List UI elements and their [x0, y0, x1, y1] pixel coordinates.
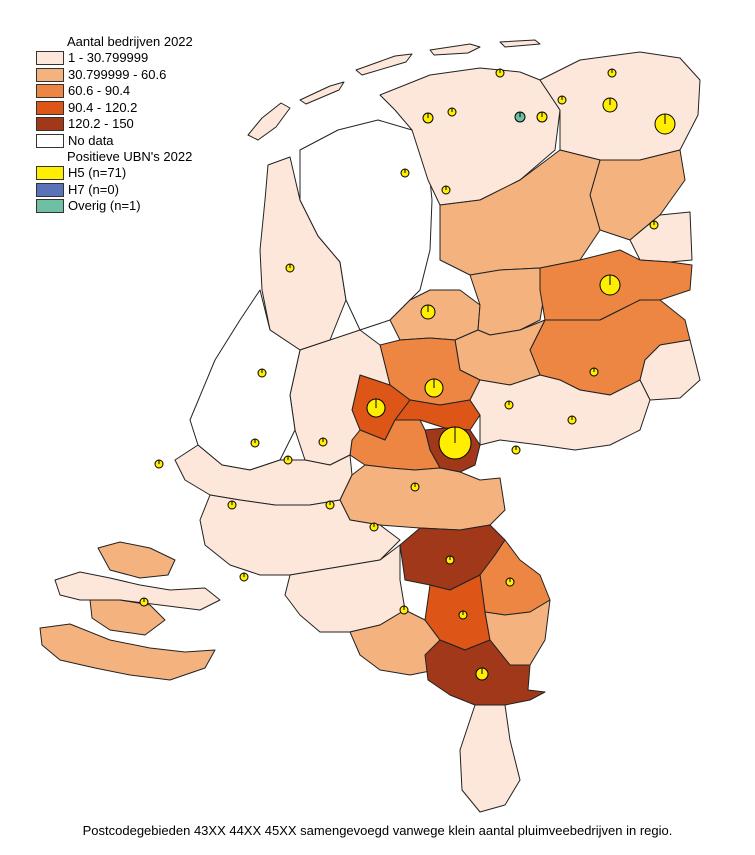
island-texel: [247, 102, 291, 141]
legend-item-h5: H5 (n=71): [36, 165, 193, 182]
legend-label: 30.799999 - 60.6: [68, 66, 167, 82]
legend-label: 120.2 - 150: [68, 116, 134, 132]
legend-item-class-2: 30.799999 - 60.6: [36, 67, 193, 84]
island-ameland: [429, 43, 481, 56]
region-zeeland-walcheren: [89, 599, 166, 636]
region-twente-east: [639, 339, 701, 401]
legend-item-no-data: No data: [36, 133, 193, 150]
region-groningen: [539, 51, 701, 161]
legend-label: H7 (n=0): [68, 181, 119, 197]
legend-item-overig: Overig (n=1): [36, 198, 193, 215]
legend-swatch: [36, 51, 64, 66]
legend-title-positive: Positieve UBN's 2022: [67, 149, 193, 164]
legend-label: 60.6 - 90.4: [68, 83, 131, 99]
region-achterhoek: [469, 374, 651, 451]
island-vlieland: [299, 81, 345, 105]
region-zeeland-middle: [54, 571, 221, 611]
region-river-area: [339, 464, 506, 531]
map-legend: Aantal bedrijven 2022 1 - 30.799999 30.7…: [36, 34, 193, 215]
island-terschelling: [355, 53, 413, 76]
legend-item-class-3: 60.6 - 90.4: [36, 83, 193, 100]
region-utrecht: [289, 329, 391, 466]
legend-item-class-4: 90.4 - 120.2: [36, 100, 193, 117]
map-caption: Postcodegebieden 43XX 44XX 45XX samengev…: [82, 823, 673, 838]
region-limburg-south: [459, 704, 521, 813]
positive-ubn-markers: [139, 68, 676, 681]
legend-label: H5 (n=71): [68, 165, 127, 181]
region-zeeuws-vlaanderen: [39, 623, 216, 681]
legend-item-class-1: 1 - 30.799999: [36, 50, 193, 67]
legend-swatch: [36, 199, 64, 214]
region-friesland: [379, 67, 561, 206]
region-ijsselmeer-no-data: [299, 119, 433, 331]
legend-swatch: [36, 117, 64, 132]
legend-swatch: [36, 166, 64, 181]
legend-label: 90.4 - 120.2: [68, 99, 138, 115]
region-fills: [39, 51, 701, 813]
legend-label: No data: [68, 132, 114, 148]
legend-swatch: [36, 182, 64, 197]
legend-item-h7: H7 (n=0): [36, 182, 193, 199]
legend-swatch: [36, 84, 64, 99]
legend-swatch: [36, 100, 64, 115]
legend-item-class-5: 120.2 - 150: [36, 116, 193, 133]
legend-label: Overig (n=1): [68, 198, 141, 214]
wadden-islands: [247, 39, 541, 141]
legend-label: 1 - 30.799999: [68, 50, 149, 66]
legend-swatch: [36, 133, 64, 148]
island-schiermonnikoog: [499, 39, 541, 48]
legend-swatch: [36, 67, 64, 82]
region-zeeland-north: [97, 541, 176, 579]
region-overijssel-north: [469, 267, 546, 336]
legend-title-companies: Aantal bedrijven 2022: [67, 34, 193, 49]
